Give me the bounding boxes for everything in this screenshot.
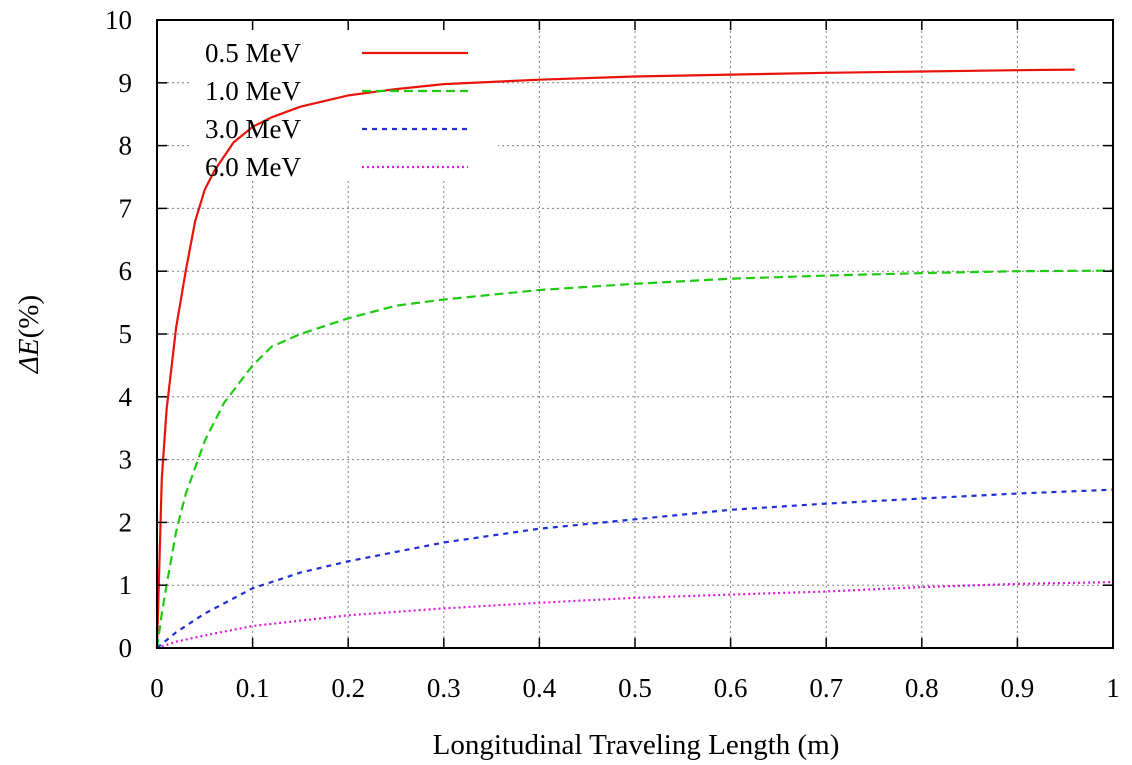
y-tick-label: 8	[119, 131, 133, 161]
y-tick-label: 3	[119, 445, 133, 475]
series-line-0	[155, 68, 1075, 649]
x-axis-title: Longitudinal Traveling Length (m)	[433, 729, 840, 761]
y-tick-label: 6	[119, 256, 133, 286]
x-tick-label: 0.7	[809, 673, 843, 703]
y-tick-label: 9	[119, 68, 133, 98]
y-tick-label: 7	[119, 193, 133, 223]
y-axis-title: ΔE(%)	[13, 295, 45, 374]
y-tick-label: 5	[119, 319, 133, 349]
x-tick-label: 1	[1106, 673, 1120, 703]
y-tick-label: 0	[119, 633, 133, 663]
y-axis-title-variable: E	[13, 338, 45, 357]
legend-label: 1.0 MeV	[205, 76, 301, 106]
y-tick-label: 10	[105, 5, 132, 35]
series-line-1	[155, 269, 1114, 649]
y-tick-label: 2	[119, 507, 133, 537]
legend-label: 3.0 MeV	[205, 114, 301, 144]
axis-ticks	[156, 19, 1114, 649]
x-tick-label: 0.5	[618, 673, 652, 703]
x-tick-label: 0.9	[1001, 673, 1035, 703]
x-tick-label: 0.2	[331, 673, 365, 703]
series-lines	[155, 68, 1114, 650]
y-tick-label: 1	[119, 570, 133, 600]
y-axis-title-unit: (%)	[13, 295, 45, 338]
x-tick-label: 0.3	[427, 673, 461, 703]
x-tick-label: 0.8	[905, 673, 939, 703]
series-line-3	[156, 581, 1114, 650]
x-tick-label: 0.1	[236, 673, 270, 703]
legend-label: 0.5 MeV	[205, 38, 301, 68]
legend: 0.5 MeV 1.0 MeV 3.0 MeV 6.0 MeV	[205, 38, 468, 182]
x-tick-label: 0	[150, 673, 164, 703]
legend-label: 6.0 MeV	[205, 152, 301, 182]
y-axis-title-delta: Δ	[13, 356, 45, 374]
x-tick-label: 0.6	[714, 673, 748, 703]
series-line-2	[156, 488, 1114, 649]
x-tick-label: 0.4	[523, 673, 557, 703]
y-tick-label: 4	[119, 382, 133, 412]
tick-labels: 0 0.1 0.2 0.3 0.4 0.5 0.6 0.7 0.8 0.9 101234567891…	[105, 5, 1120, 703]
